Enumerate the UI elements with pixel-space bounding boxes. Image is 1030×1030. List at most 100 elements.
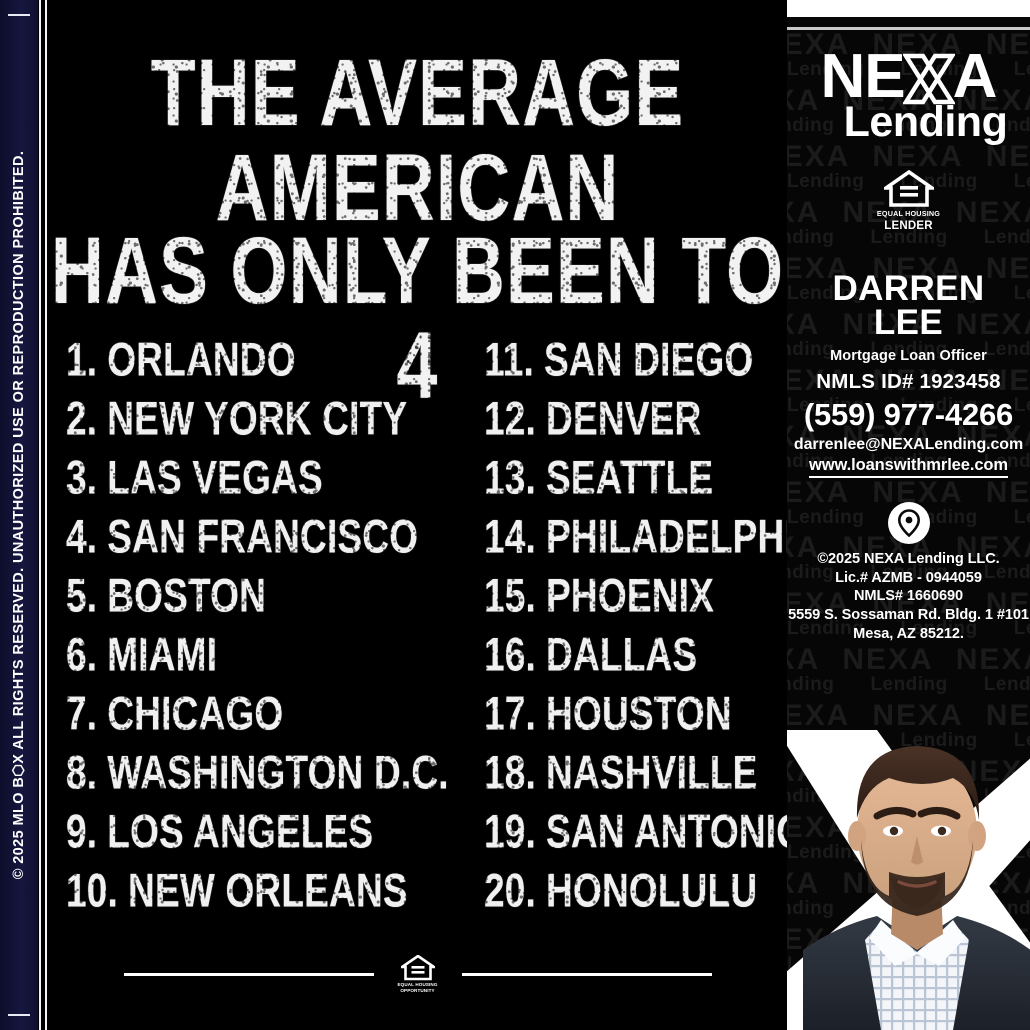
city-name: SAN ANTONIO bbox=[546, 805, 806, 858]
page-title: THE AVERAGE AMERICAN HAS ONLY BEEN TO 4 bbox=[48, 46, 787, 414]
city-list-item: 3. LAS VEGAS bbox=[66, 454, 476, 501]
city-rank-number: 4. bbox=[66, 510, 98, 563]
eho-caption-line-1: EQUAL HOUSING bbox=[397, 981, 438, 987]
city-list-item: 14. PHILADELPHIA bbox=[484, 510, 822, 563]
legal-line-1: ©2025 NEXA Lending LLC. bbox=[817, 551, 1000, 567]
nexa-x-icon bbox=[901, 53, 956, 105]
city-list-item: 19. SAN ANTONIO bbox=[484, 805, 805, 858]
city-name: NEW YORK CITY bbox=[107, 392, 408, 445]
legal-line-2: Lic.# AZMB - 0944059 bbox=[835, 569, 982, 586]
headshot-illustration bbox=[803, 746, 1030, 1030]
rail-rule-top bbox=[8, 14, 30, 16]
city-rank-number: 17. bbox=[484, 687, 537, 740]
city-list-item: 16. DALLAS bbox=[484, 631, 784, 678]
agent-phone-number[interactable]: (559) 977-4266 bbox=[803, 396, 1014, 432]
city-name: SAN FRANCISCO bbox=[107, 510, 419, 563]
city-rank-number: 18. bbox=[484, 746, 537, 799]
city-rank-number: 14. bbox=[484, 510, 537, 563]
legal-line-4: 5559 S. Sossaman Rd. Bldg. 1 #101 bbox=[788, 607, 1029, 624]
city-name: PHOENIX bbox=[546, 569, 714, 622]
city-list-item: 7. CHICAGO bbox=[66, 690, 476, 737]
rail-rule-bottom bbox=[8, 1014, 30, 1016]
location-pin-icon bbox=[887, 502, 930, 544]
city-list-item: 2. NEW YORK CITY bbox=[66, 395, 476, 442]
agent-website-link[interactable]: www.loanswithmrlee.com bbox=[809, 456, 1008, 478]
city-list-item: 20. HONOLULU bbox=[484, 867, 784, 914]
city-list-item: 15. PHOENIX bbox=[484, 572, 784, 619]
eho-lender-line-2: LENDER bbox=[884, 220, 933, 232]
agent-nmls-id: NMLS ID# 1923458 bbox=[816, 369, 1001, 393]
panel-top-rule bbox=[787, 27, 1030, 30]
city-name: SEATTLE bbox=[546, 451, 714, 504]
main-stage: THE AVERAGE AMERICAN HAS ONLY BEEN TO 4 … bbox=[48, 0, 822, 1030]
city-name: DENVER bbox=[546, 392, 702, 445]
location-pin-wrap bbox=[787, 502, 1030, 544]
rail-divider-outer bbox=[45, 0, 47, 1030]
city-name: BOSTON bbox=[107, 569, 267, 622]
headline-line-1: THE AVERAGE AMERICAN bbox=[150, 40, 685, 242]
city-list-item: 17. HOUSTON bbox=[484, 690, 784, 737]
agent-first-name: DARREN bbox=[832, 269, 985, 308]
footer-bar: EQUAL HOUSING OPPORTUNITY bbox=[48, 954, 787, 994]
city-list-item: 10. NEW ORLEANS bbox=[66, 867, 476, 914]
city-rank-number: 6. bbox=[66, 628, 98, 681]
legal-line-5: Mesa, AZ 85212. bbox=[853, 625, 964, 642]
city-rank-number: 5. bbox=[66, 569, 98, 622]
city-list-item: 1. ORLANDO bbox=[66, 336, 476, 383]
city-name: LAS VEGAS bbox=[107, 451, 323, 504]
house-icon bbox=[400, 954, 435, 980]
footer-rule-right bbox=[461, 972, 712, 976]
city-name: NEW ORLEANS bbox=[128, 864, 408, 917]
city-name: HOUSTON bbox=[546, 687, 732, 740]
map-pin-icon-svg bbox=[897, 509, 920, 537]
city-list: 1. ORLANDO 2. NEW YORK CITY 3. LAS VEGAS 4. SAN… bbox=[48, 333, 822, 926]
nexa-logo-text-left: NE bbox=[820, 42, 906, 111]
copyright-rail: © 2025 MLO B⬡X ALL RIGHTS RESERVED. UNAU… bbox=[0, 0, 38, 1030]
house-icon bbox=[883, 170, 934, 207]
nexa-logo: NE A Lending bbox=[787, 42, 1030, 147]
agent-email-address[interactable]: darrenlee@NEXALending.com bbox=[793, 435, 1024, 453]
agent-headshot-photo bbox=[803, 690, 1030, 1030]
copyright-text: © 2025 MLO B⬡X ALL RIGHTS RESERVED. UNAU… bbox=[11, 150, 27, 880]
city-rank-number: 10. bbox=[66, 864, 119, 917]
panel-content: NE A Lending E bbox=[787, 0, 1030, 1030]
city-rank-number: 15. bbox=[484, 569, 537, 622]
city-rank-number: 19. bbox=[484, 805, 537, 858]
city-list-item: 9. LOS ANGELES bbox=[66, 808, 476, 855]
nexa-logo-wordmark: NE A bbox=[820, 42, 998, 111]
eho-lender-line-1: EQUAL HOUSING bbox=[876, 209, 941, 218]
brand-panel: NEXANEXANEXANEXALendingLendingLendingLen… bbox=[787, 0, 1030, 1030]
city-rank-number: 7. bbox=[66, 687, 98, 740]
city-list-item: 18. NASHVILLE bbox=[484, 749, 784, 796]
nexa-logo-subtitle: Lending bbox=[843, 98, 1008, 147]
city-rank-number: 3. bbox=[66, 451, 98, 504]
city-rank-number: 11. bbox=[484, 333, 534, 386]
city-list-item: 13. SEATTLE bbox=[484, 454, 784, 501]
agent-contact-block: DARREN LEE Mortgage Loan Officer NMLS ID… bbox=[787, 269, 1030, 478]
panel-top-white-bar bbox=[787, 0, 1030, 17]
city-rank-number: 12. bbox=[484, 392, 537, 445]
city-rank-number: 8. bbox=[66, 746, 98, 799]
equal-housing-lender-badge: EQUAL HOUSING LENDER bbox=[787, 170, 1030, 233]
agent-last-name: LEE bbox=[873, 303, 944, 343]
city-name: WASHINGTON D.C. bbox=[107, 746, 449, 799]
city-rank-number: 13. bbox=[484, 451, 537, 504]
city-name: SAN DIEGO bbox=[544, 333, 754, 386]
city-name: MIAMI bbox=[107, 628, 218, 681]
city-rank-number: 9. bbox=[66, 805, 98, 858]
equal-housing-opportunity-badge: EQUAL HOUSING OPPORTUNITY bbox=[390, 954, 446, 994]
city-name: NASHVILLE bbox=[546, 746, 758, 799]
city-list-item: 4. SAN FRANCISCO bbox=[66, 513, 476, 560]
footer-rule-left bbox=[123, 972, 374, 976]
city-column-left: 1. ORLANDO 2. NEW YORK CITY 3. LAS VEGAS 4. SAN… bbox=[48, 336, 476, 926]
city-name: HONOLULU bbox=[546, 864, 758, 917]
city-list-item: 8. WASHINGTON D.C. bbox=[66, 749, 476, 796]
city-name: CHICAGO bbox=[107, 687, 284, 740]
rail-divider-inner bbox=[39, 0, 41, 1030]
agent-job-title: Mortgage Loan Officer bbox=[830, 347, 987, 364]
city-name: LOS ANGELES bbox=[107, 805, 374, 858]
city-rank-number: 2. bbox=[66, 392, 98, 445]
city-name: PHILADELPHIA bbox=[546, 510, 822, 563]
city-column-right: 11. SAN DIEGO 12. DENVER 13. SEATTLE 14. PHILAD… bbox=[476, 333, 822, 926]
